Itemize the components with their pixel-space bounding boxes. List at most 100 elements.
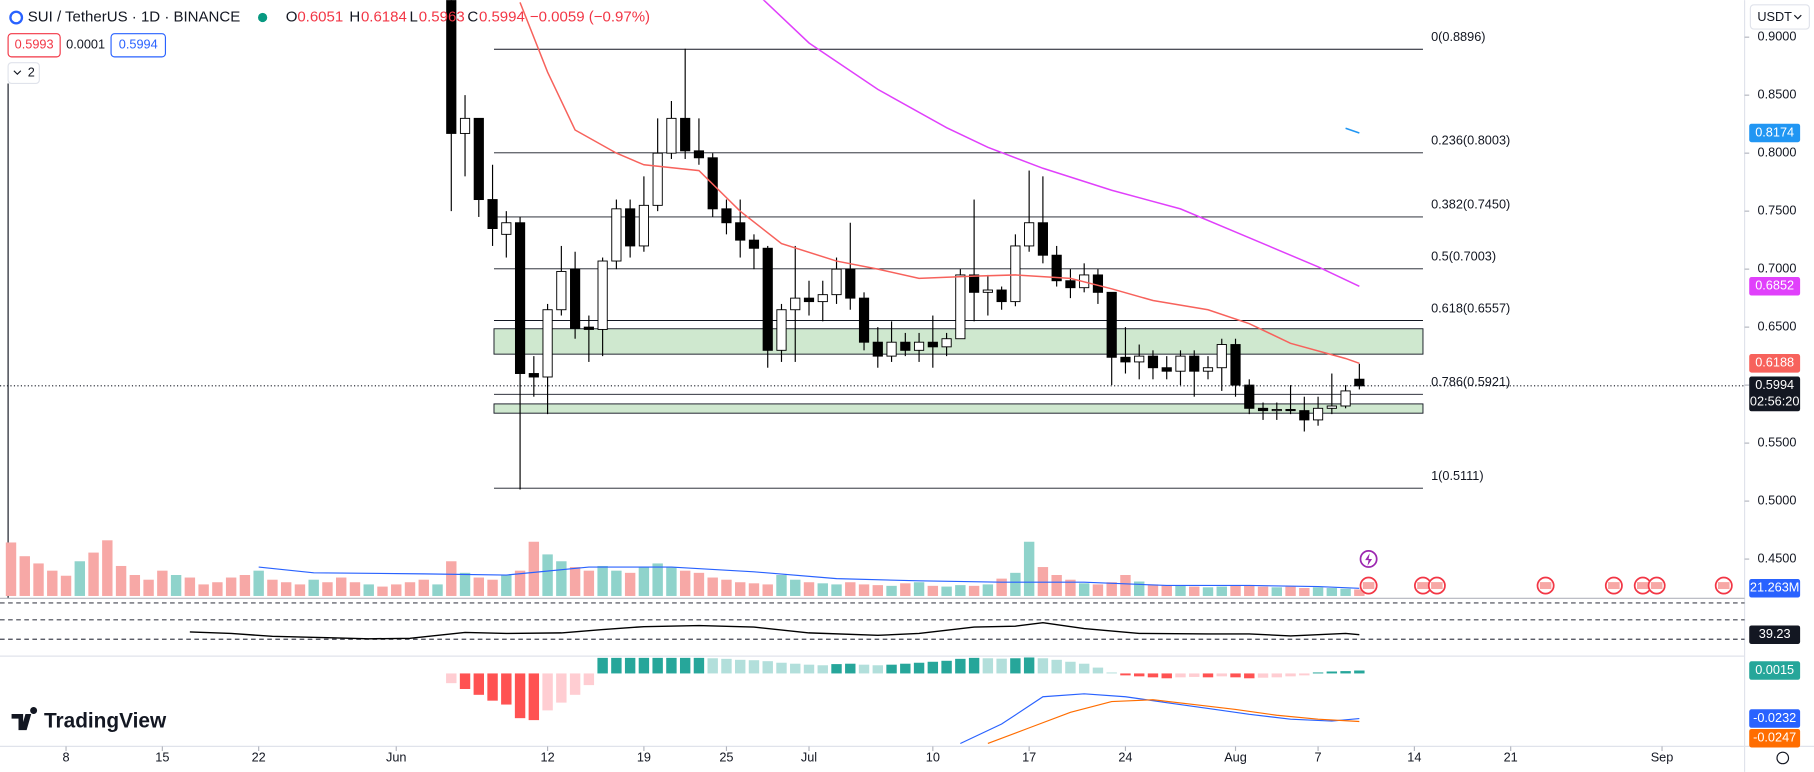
y-tick-label: 0.8000 bbox=[1758, 145, 1797, 160]
volume-bar bbox=[1161, 585, 1172, 596]
volume-bar bbox=[170, 575, 182, 596]
brand-name: TradingView bbox=[44, 710, 167, 733]
candle-body bbox=[762, 247, 773, 351]
indicator-toggle[interactable] bbox=[7, 62, 40, 85]
macd-histogram-bar bbox=[1051, 659, 1062, 674]
volume-bar bbox=[1285, 586, 1296, 596]
volume-bar bbox=[336, 577, 347, 596]
volume-bar bbox=[913, 582, 925, 596]
volume-bar bbox=[184, 577, 196, 596]
volume-ma-label: 21.263M bbox=[1750, 580, 1800, 595]
macd-histogram-bar bbox=[817, 665, 828, 674]
candle-body bbox=[473, 117, 484, 201]
volume-bar bbox=[1065, 579, 1076, 596]
macd-histogram-bar bbox=[487, 673, 498, 701]
macd-histogram-bar bbox=[597, 657, 608, 674]
price-pane bbox=[5, 0, 1424, 596]
candle-body bbox=[680, 117, 691, 152]
buy-button[interactable] bbox=[110, 33, 167, 58]
macd-histogram-bar bbox=[913, 662, 925, 674]
macd-histogram-bar bbox=[762, 661, 773, 674]
macd-histogram-bar bbox=[872, 665, 884, 674]
macd-histogram-bar bbox=[542, 673, 553, 711]
candle-body bbox=[1340, 390, 1351, 407]
symbol-title[interactable]: SUI / TetherUS · 1D · BINANCE bbox=[28, 9, 241, 26]
macd-histogram-bar bbox=[459, 673, 471, 689]
candle-body bbox=[1326, 405, 1337, 409]
market-status bbox=[257, 12, 268, 23]
volume-bar bbox=[102, 540, 113, 596]
volume-bar bbox=[776, 575, 787, 596]
macd-histogram-label: 0.0015 bbox=[1755, 662, 1794, 677]
x-tick-label: 25 bbox=[719, 749, 733, 764]
macd-signal-label-box bbox=[1749, 728, 1801, 748]
macd-histogram-bar bbox=[1092, 667, 1104, 674]
candle-body bbox=[528, 373, 539, 378]
candle-body bbox=[1134, 355, 1145, 363]
candle-body bbox=[748, 239, 760, 249]
sell-button[interactable] bbox=[7, 33, 61, 58]
macd-histogram-bar bbox=[652, 657, 663, 674]
x-tick-label: 24 bbox=[1118, 749, 1132, 764]
volume-bar bbox=[1147, 584, 1159, 596]
ohlc-value: 0.5994 bbox=[479, 9, 525, 26]
candle-body bbox=[735, 222, 746, 241]
candle-body bbox=[831, 268, 842, 296]
volume-bar bbox=[432, 584, 443, 596]
macd-histogram-bar bbox=[886, 664, 897, 674]
macd-histogram-bar bbox=[611, 657, 622, 674]
volume-bar bbox=[446, 561, 457, 596]
candle-body bbox=[1147, 355, 1159, 369]
macd-histogram-bar bbox=[941, 660, 952, 674]
event-flag bbox=[1362, 582, 1375, 590]
x-tick-label: 7 bbox=[1315, 749, 1322, 764]
macd-histogram-bar bbox=[1078, 663, 1090, 674]
volume-bar bbox=[955, 585, 966, 596]
volume-bar bbox=[1230, 585, 1241, 596]
ma-value-label: 0.8174 bbox=[1755, 124, 1794, 139]
macd-histogram-bar bbox=[1354, 670, 1365, 674]
support-zone bbox=[493, 403, 1424, 414]
macd-histogram-bar bbox=[569, 673, 581, 695]
candle-body bbox=[1189, 355, 1200, 372]
macd-histogram-label-box bbox=[1749, 661, 1801, 680]
candle-body bbox=[1354, 378, 1365, 387]
volume-bar bbox=[845, 582, 856, 596]
volume-bar bbox=[1299, 588, 1310, 596]
volume-bar bbox=[721, 579, 732, 596]
candle-body bbox=[1092, 274, 1104, 293]
macd-histogram-bar bbox=[1023, 657, 1035, 674]
volume-bar bbox=[1078, 583, 1090, 596]
macd-line bbox=[960, 693, 1360, 745]
volume-bar bbox=[803, 582, 815, 596]
candle-body bbox=[542, 309, 553, 378]
macd-histogram-bar bbox=[473, 673, 485, 695]
volume-bar bbox=[569, 567, 581, 596]
macd-histogram-bar bbox=[996, 658, 1007, 674]
candle-body bbox=[611, 208, 622, 262]
settings-icon[interactable] bbox=[1776, 751, 1790, 765]
macd-histogram-bar bbox=[528, 673, 540, 721]
volume-bar bbox=[5, 542, 17, 596]
x-tick-label: 14 bbox=[1407, 749, 1421, 764]
volume-bar bbox=[129, 575, 141, 596]
volume-bar bbox=[831, 584, 842, 596]
x-tick-label: Jul bbox=[801, 749, 817, 764]
volume-bar bbox=[459, 572, 471, 596]
macd-histogram-bar bbox=[748, 660, 760, 674]
macd-histogram-bar bbox=[1216, 673, 1227, 677]
x-tick-label: 21 bbox=[1504, 749, 1518, 764]
macd-histogram-bar bbox=[679, 657, 691, 674]
countdown: 02:56:20 bbox=[1750, 393, 1800, 408]
candle-body bbox=[913, 341, 925, 351]
event-flag bbox=[1650, 582, 1663, 590]
event-flag bbox=[1608, 582, 1620, 590]
candle-body bbox=[1120, 356, 1131, 363]
volume-bar bbox=[762, 584, 773, 596]
macd-histogram-bar bbox=[803, 664, 815, 674]
volume-bar bbox=[501, 575, 512, 596]
volume-bar bbox=[872, 585, 884, 596]
currency-selector[interactable] bbox=[1749, 4, 1810, 30]
x-tick-label: 15 bbox=[155, 749, 169, 764]
volume-bar bbox=[968, 585, 980, 596]
